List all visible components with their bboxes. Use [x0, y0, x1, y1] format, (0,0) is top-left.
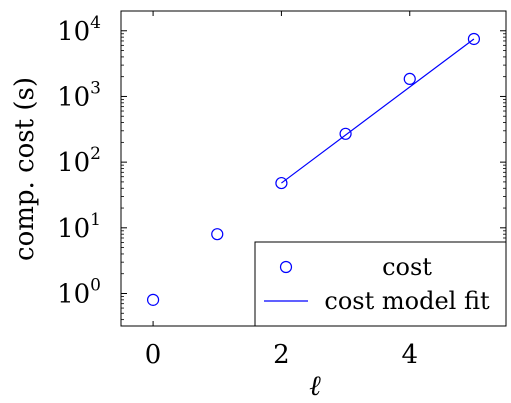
y-tick-label-base: 10 [57, 214, 90, 244]
fit-line [281, 38, 475, 184]
y-tick-label-exponent: 4 [90, 13, 101, 33]
y-tick-label-exponent: 2 [90, 144, 101, 164]
legend-label: cost model fit [324, 287, 490, 315]
legend-marker-swatch [279, 260, 293, 274]
y-tick-label: 102 [57, 144, 101, 178]
y-tick-label-base: 10 [57, 279, 90, 309]
y-tick-label-base: 10 [57, 17, 90, 47]
x-tick-label: 4 [401, 340, 418, 370]
y-tick-label-exponent: 1 [90, 210, 101, 230]
y-tick-label: 100 [57, 275, 101, 309]
y-tick-label: 104 [57, 13, 101, 47]
y-tick-label-base: 10 [57, 148, 90, 178]
x-tick-label: 2 [273, 340, 290, 370]
legend: cost cost model fit [254, 241, 507, 327]
y-axis-title: comp. cost (s) [10, 77, 40, 261]
plot-marks [146, 32, 481, 306]
y-tick-label-exponent: 3 [90, 78, 101, 98]
y-tick-label-base: 10 [57, 82, 90, 112]
x-tick-label: 0 [145, 340, 162, 370]
data-point [403, 72, 416, 86]
data-point [146, 293, 160, 306]
x-axis-title: ℓ [309, 369, 321, 402]
data-point [339, 127, 352, 140]
y-axis-label: comp. cost (s) [10, 77, 40, 261]
y-tick-label: 101 [57, 210, 101, 244]
y-tick-label: 103 [57, 78, 101, 112]
data-point [467, 32, 481, 46]
legend-box [254, 241, 507, 327]
data-point [275, 176, 288, 190]
legend-label: cost [382, 253, 432, 281]
y-tick-label-exponent: 0 [90, 275, 101, 295]
data-point [211, 228, 224, 241]
